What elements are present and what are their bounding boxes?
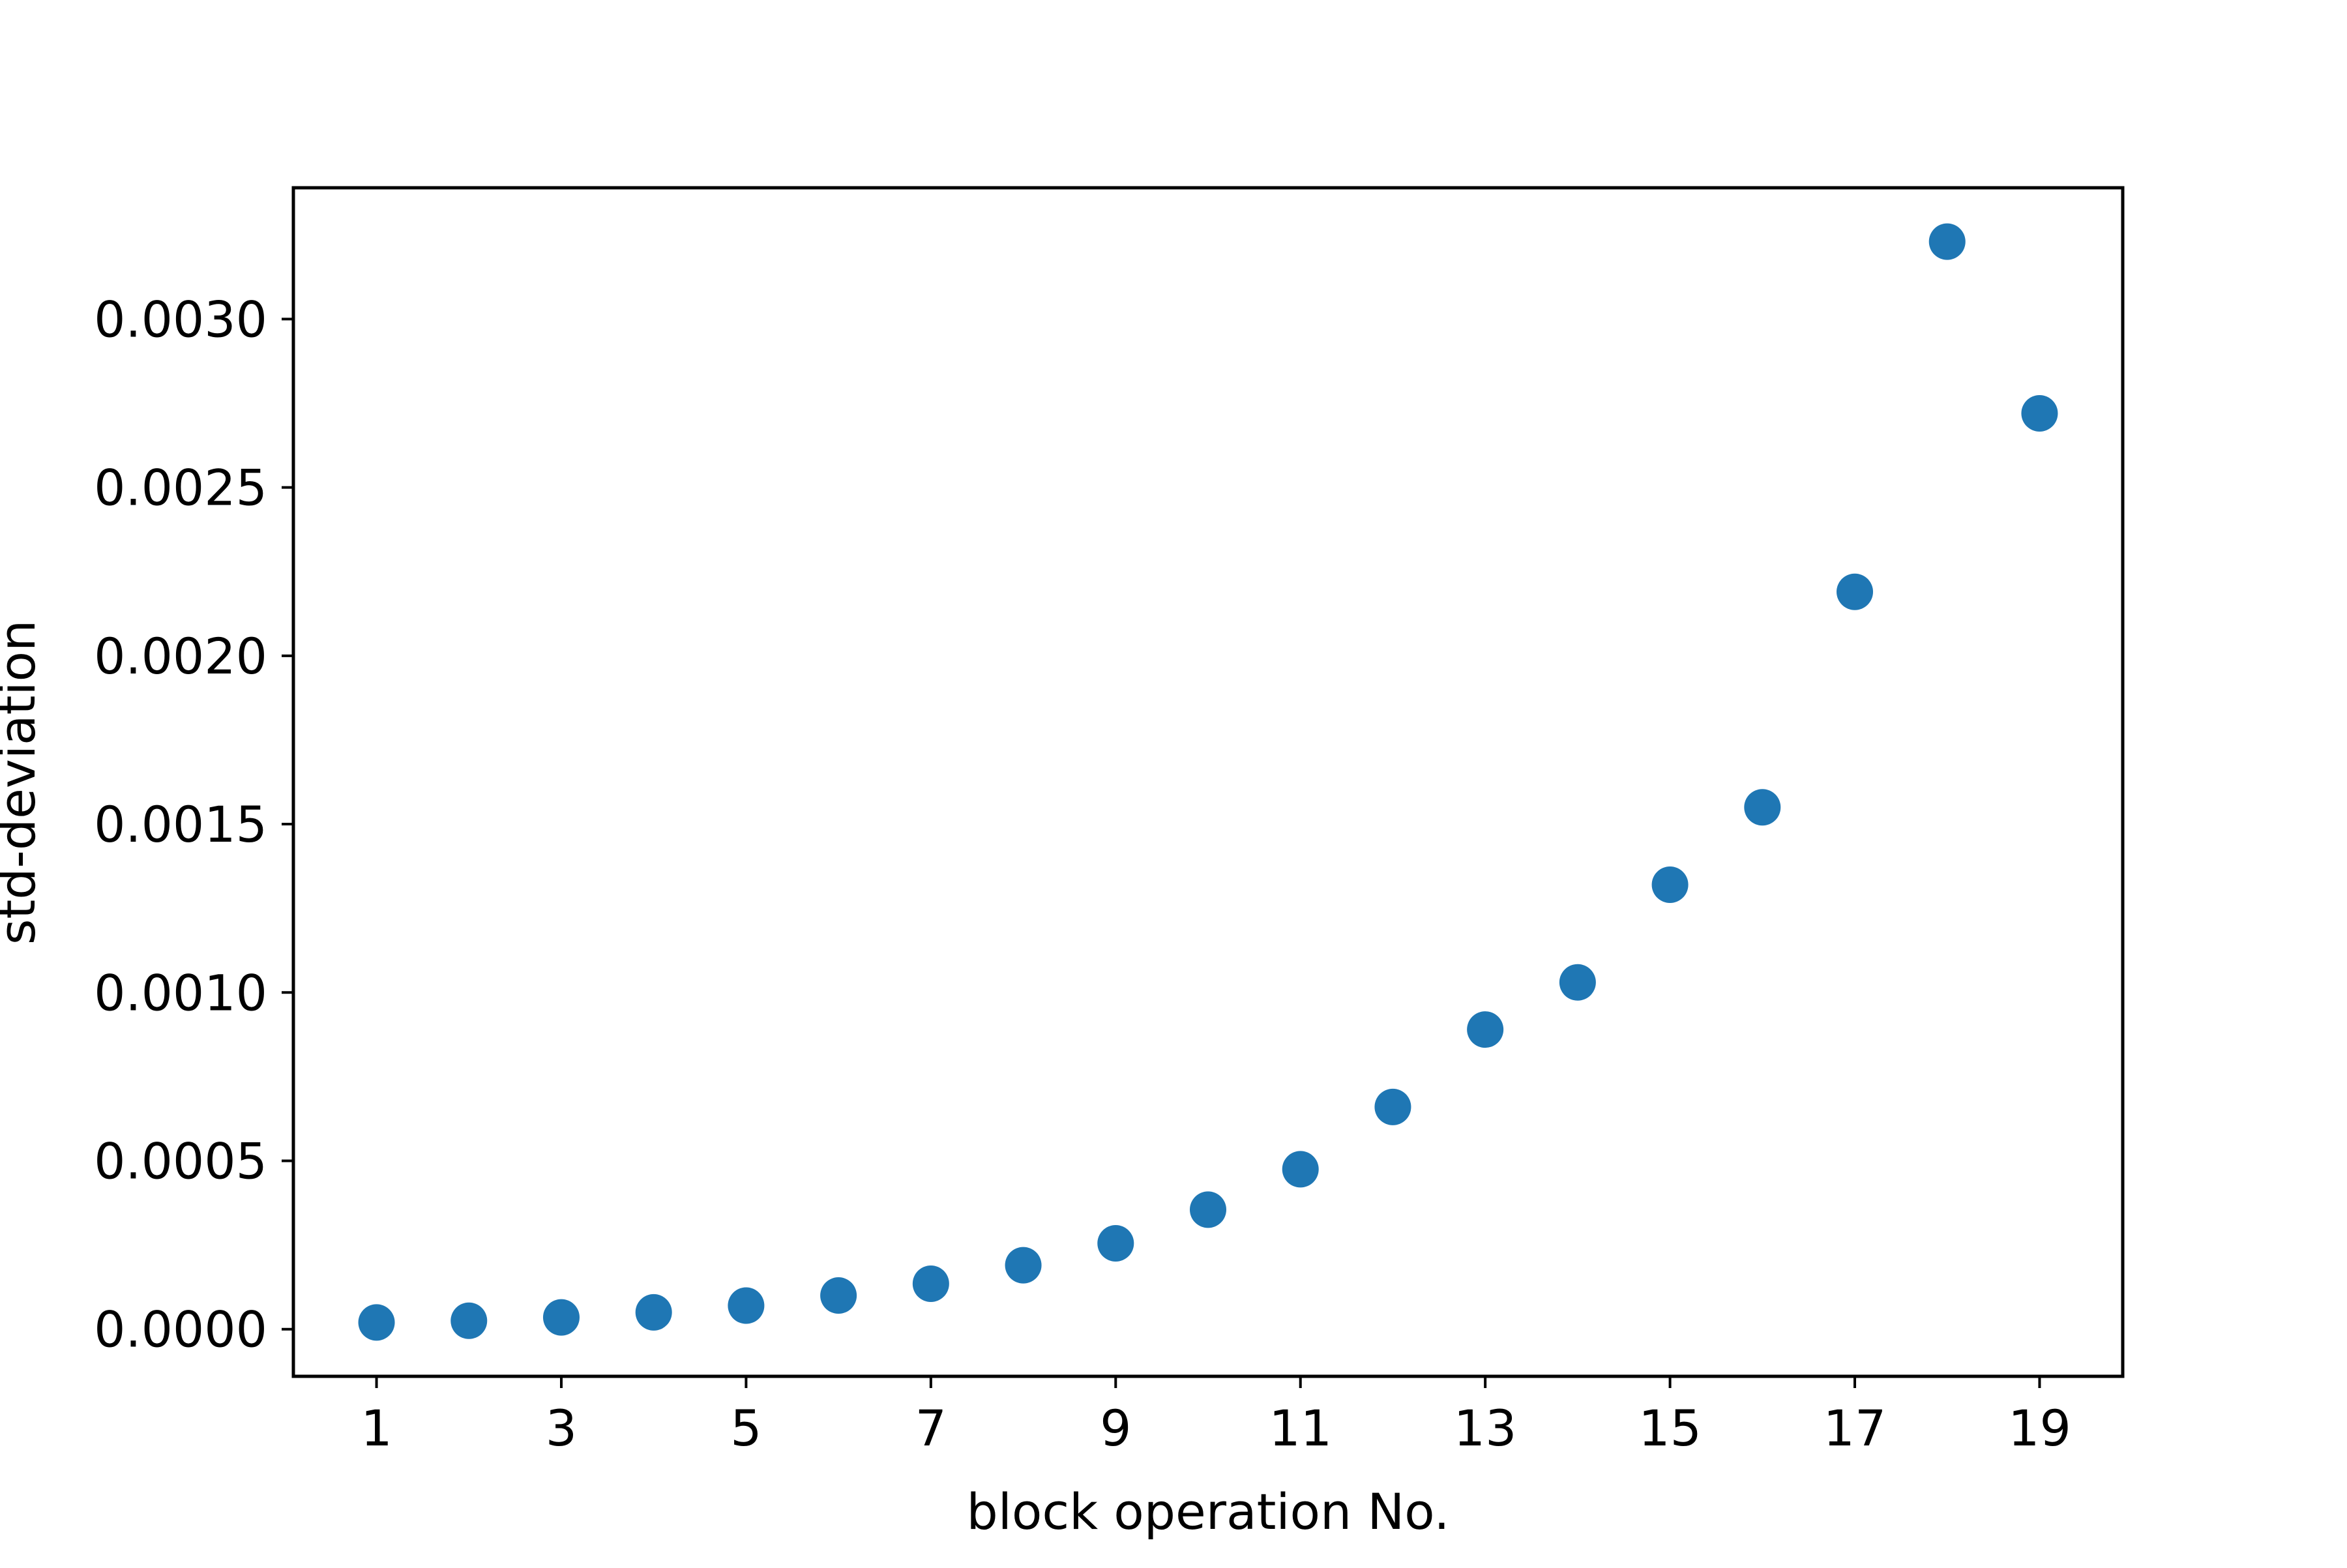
data-point — [358, 1304, 395, 1341]
x-axis: 1 3 5 7 9 11 13 15 17 19 — [361, 1376, 2071, 1457]
data-point — [1744, 789, 1781, 826]
x-tick-label: 7 — [915, 1399, 947, 1457]
y-tick-label: 0.0030 — [94, 290, 267, 348]
y-axis: 0.0000 0.0005 0.0010 0.0015 0.0020 0.0025 0.00… — [94, 290, 293, 1359]
y-tick-label: 0.0010 — [94, 964, 267, 1022]
data-point — [912, 1265, 949, 1302]
data-point — [635, 1294, 672, 1331]
marks-layer — [358, 223, 2058, 1341]
x-tick-label: 3 — [546, 1399, 577, 1457]
data-point — [1559, 964, 1596, 1001]
data-point — [820, 1277, 857, 1314]
y-tick-label: 0.0015 — [94, 795, 267, 853]
x-tick-label: 13 — [1454, 1399, 1517, 1457]
data-point — [1928, 223, 1966, 260]
data-point — [1097, 1225, 1134, 1262]
x-tick-label: 1 — [361, 1399, 392, 1457]
data-point — [1282, 1151, 1319, 1188]
x-tick-label: 5 — [730, 1399, 761, 1457]
y-tick-label: 0.0005 — [94, 1132, 267, 1190]
plot-frame — [291, 186, 2125, 1378]
y-tick-label: 0.0025 — [94, 459, 267, 517]
x-axis-label: block operation No. — [966, 1483, 1449, 1541]
data-point — [2021, 395, 2058, 432]
y-tick-label: 0.0000 — [94, 1301, 267, 1359]
data-point — [1005, 1247, 1042, 1284]
data-point — [1467, 1011, 1504, 1048]
x-tick-label: 11 — [1269, 1399, 1332, 1457]
data-point — [1837, 573, 1874, 610]
x-tick-label: 17 — [1823, 1399, 1887, 1457]
x-tick-label: 15 — [1638, 1399, 1702, 1457]
data-point — [1374, 1088, 1411, 1125]
data-point — [542, 1299, 580, 1336]
x-tick-label: 19 — [2008, 1399, 2071, 1457]
x-tick-label: 9 — [1100, 1399, 1131, 1457]
y-axis-label: std-deviation — [0, 620, 46, 945]
data-point — [1190, 1191, 1226, 1228]
data-point — [1651, 866, 1689, 904]
y-tick-label: 0.0020 — [94, 627, 267, 685]
data-point — [450, 1302, 488, 1339]
data-point — [728, 1287, 765, 1324]
